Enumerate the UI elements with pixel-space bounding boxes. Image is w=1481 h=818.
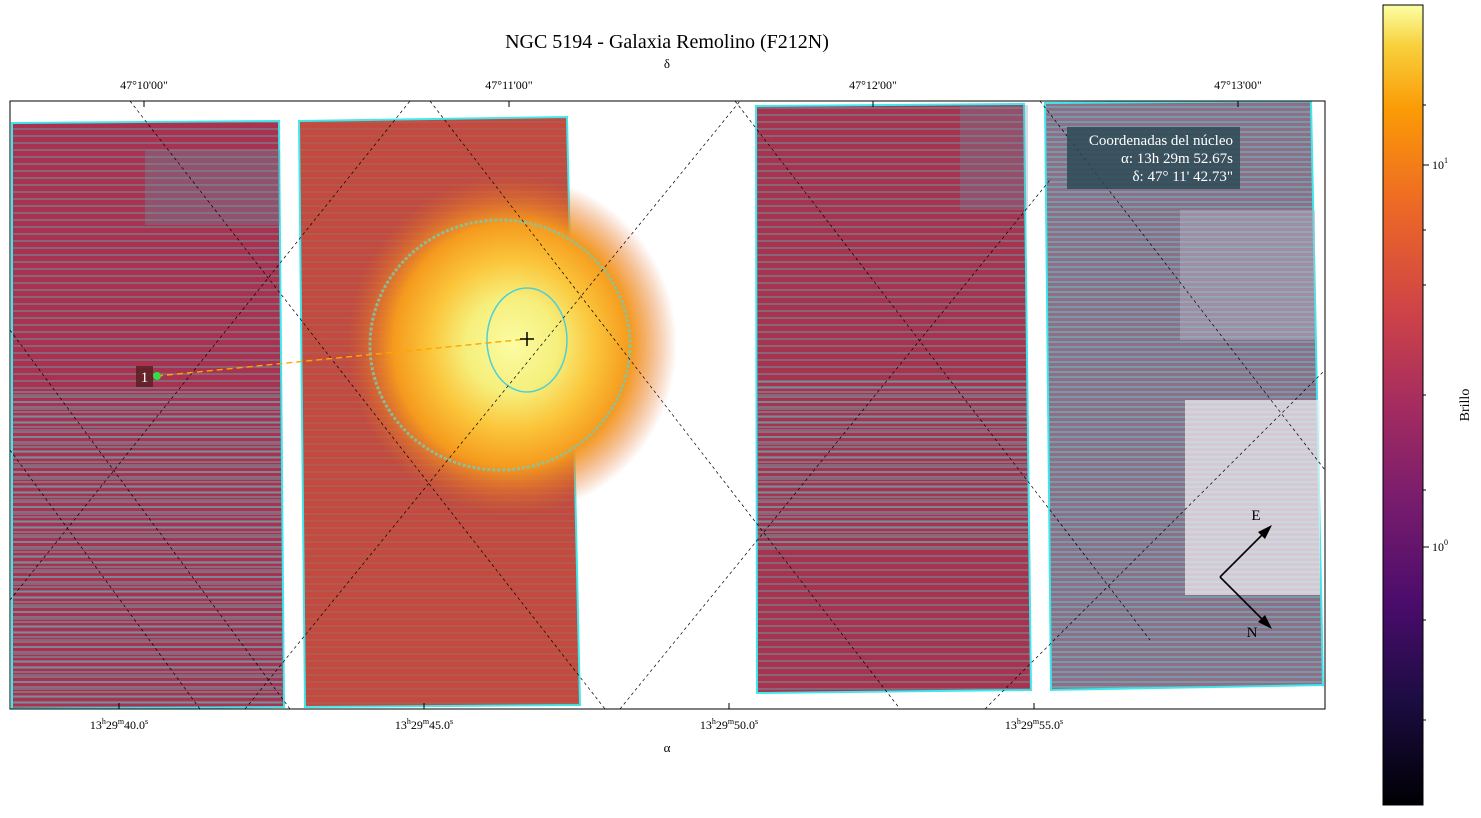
dec-tick-label: 47°11'00": [485, 78, 533, 92]
colorbar-ticks: [1423, 104, 1429, 721]
x-axis-label: α: [664, 740, 671, 755]
colorbar: [1382, 4, 1424, 806]
panel-3-lower-half: [758, 380, 1028, 550]
dec-tick-labels: 47°10'00" 47°11'00" 47°12'00" 47°13'00": [120, 78, 1262, 92]
marker-label: 1: [141, 370, 149, 386]
image-area: [10, 101, 1325, 709]
colorbar-tick-label: 100: [1432, 538, 1448, 554]
y-axis-label: δ: [664, 56, 670, 71]
ra-tick-label: 13h29m55.0s: [1005, 717, 1063, 732]
ra-tick-label: 13h29m45.0s: [395, 717, 453, 732]
panel-1-amp-region: [145, 150, 280, 225]
dec-tick-label: 47°10'00": [120, 78, 168, 92]
ra-tick-labels: 13h29m40.0s 13h29m45.0s 13h29m50.0s 13h2…: [90, 717, 1063, 732]
panel-4-white-region: [1185, 400, 1320, 595]
marker-connector-line: [156, 338, 528, 377]
compass-north-label: N: [1247, 625, 1258, 641]
chart-title: NGC 5194 - Galaxia Remolino (F212N): [505, 31, 829, 53]
compass-east-label: E: [1251, 508, 1260, 524]
panel-4-mid-region: [1180, 210, 1315, 340]
galaxy-halo: [347, 175, 677, 515]
ra-tick-label: 13h29m50.0s: [700, 717, 758, 732]
nucleus-crosshair: [520, 332, 534, 346]
galaxy-isophote-outer: [368, 218, 632, 472]
colorbar-label: Brillo: [1458, 389, 1473, 422]
axes-frame: [9, 100, 1326, 710]
panel-4-contours: [1045, 101, 1323, 690]
panel-1-lower-half: [12, 390, 282, 708]
dec-tick-label: 47°12'00": [849, 78, 897, 92]
nucleus-info-ra: α: 13h 29m 52.67s: [1121, 151, 1233, 167]
galaxy-isophote-inner: [486, 287, 568, 393]
panel-3-amp-region: [960, 105, 1028, 210]
nucleus-info-title: Coordenadas del núcleo: [1089, 133, 1233, 149]
ra-tick-marks: [118, 703, 1035, 709]
graticule: [10, 101, 1325, 709]
marker-label-box: [136, 366, 153, 387]
ra-tick-label: 13h29m40.0s: [90, 717, 148, 732]
nucleus-info-dec: δ: 47° 11' 42.73": [1132, 169, 1233, 185]
compass: [1219, 525, 1272, 629]
colorbar-tick-label: 101: [1432, 156, 1448, 172]
dec-tick-label: 47°13'00": [1214, 78, 1262, 92]
dec-tick-marks: [143, 101, 1239, 107]
nucleus-info-box: [1067, 127, 1240, 189]
marker-point: [153, 372, 161, 380]
